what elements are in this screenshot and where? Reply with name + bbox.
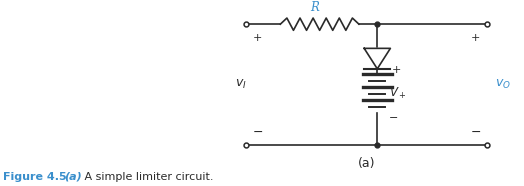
Text: −: − <box>389 113 398 123</box>
Text: +: + <box>253 33 263 43</box>
Text: +: + <box>392 65 401 75</box>
Text: $V_+$: $V_+$ <box>389 86 407 102</box>
Text: $v_I$: $v_I$ <box>235 78 247 91</box>
Text: −: − <box>253 126 263 139</box>
Text: A simple limiter circuit.: A simple limiter circuit. <box>81 172 213 182</box>
Text: Figure 4.5: Figure 4.5 <box>3 172 70 182</box>
Text: −: − <box>471 126 481 139</box>
Text: (a): (a) <box>64 172 82 182</box>
Text: R: R <box>310 1 319 14</box>
Text: (a): (a) <box>358 157 376 170</box>
Polygon shape <box>364 48 390 69</box>
Text: +: + <box>471 33 481 43</box>
Text: $v_O$: $v_O$ <box>495 78 511 91</box>
